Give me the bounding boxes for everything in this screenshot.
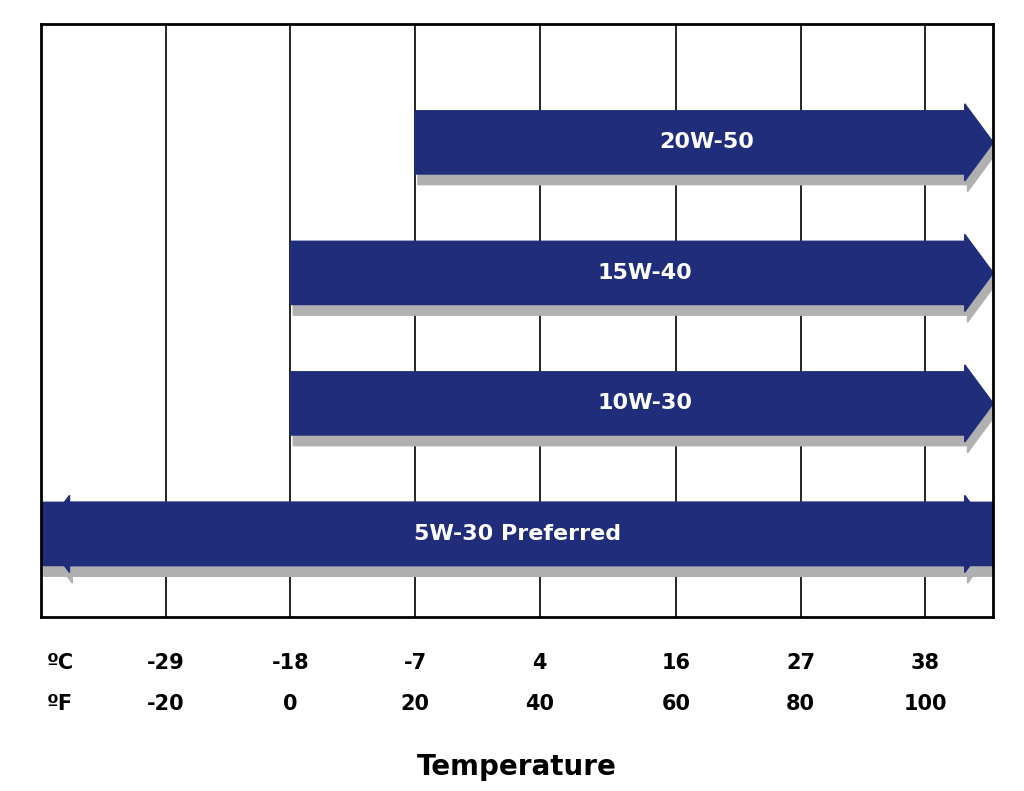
Text: 10W-30: 10W-30 xyxy=(597,393,692,414)
FancyArrow shape xyxy=(418,115,996,191)
FancyArrow shape xyxy=(293,245,996,322)
Text: -18: -18 xyxy=(271,653,309,672)
FancyArrow shape xyxy=(293,376,996,452)
Text: 4: 4 xyxy=(532,653,547,672)
Text: 20W-50: 20W-50 xyxy=(659,132,755,153)
Text: ºF: ºF xyxy=(47,694,73,714)
Text: Temperature: Temperature xyxy=(417,753,617,782)
FancyArrow shape xyxy=(415,104,993,181)
Text: 27: 27 xyxy=(786,653,815,672)
Text: 20: 20 xyxy=(400,694,430,714)
FancyArrow shape xyxy=(44,506,996,583)
Text: 5W-30 Preferred: 5W-30 Preferred xyxy=(414,524,621,544)
Text: 16: 16 xyxy=(662,653,690,672)
Text: 40: 40 xyxy=(525,694,554,714)
FancyArrow shape xyxy=(44,506,996,583)
Text: -29: -29 xyxy=(146,653,184,672)
FancyArrow shape xyxy=(41,495,993,573)
Text: 80: 80 xyxy=(786,694,815,714)
FancyArrow shape xyxy=(41,495,993,573)
FancyArrow shape xyxy=(291,234,993,312)
Text: ºC: ºC xyxy=(47,653,74,672)
Text: 60: 60 xyxy=(662,694,690,714)
FancyArrow shape xyxy=(291,365,993,442)
Text: -20: -20 xyxy=(146,694,184,714)
Text: -7: -7 xyxy=(403,653,427,672)
Text: 100: 100 xyxy=(903,694,947,714)
Text: 38: 38 xyxy=(910,653,940,672)
Text: 15W-40: 15W-40 xyxy=(597,263,692,283)
Text: 0: 0 xyxy=(283,694,298,714)
